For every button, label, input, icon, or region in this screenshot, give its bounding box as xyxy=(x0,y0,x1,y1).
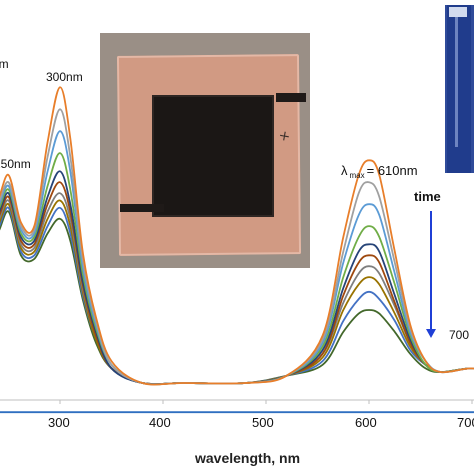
x-tick-label: 600 xyxy=(355,415,377,430)
lambda-max-annotation: λ max = 610nm xyxy=(341,163,418,180)
lambda-max-value: = 610nm xyxy=(366,163,418,178)
time-arrow-head xyxy=(426,329,436,338)
x-tick-label: 400 xyxy=(149,415,171,430)
time-arrow-layer xyxy=(426,211,436,338)
series-layer xyxy=(0,86,474,414)
peak-label-250: 250nm xyxy=(0,157,31,171)
time-arrow-label: time xyxy=(414,189,441,204)
vial-photo-inset xyxy=(445,5,474,173)
axis-layer xyxy=(0,399,474,404)
x-tick-label: 500 xyxy=(252,415,274,430)
peak-label-700: 700 xyxy=(449,328,470,342)
tape-strip-right xyxy=(276,93,306,102)
vial-cap xyxy=(449,7,467,17)
vial-glass xyxy=(447,5,471,173)
dark-film-square xyxy=(152,95,274,217)
x-axis-title: wavelength, nm xyxy=(195,450,301,466)
spectrum-series-line xyxy=(0,86,474,386)
lambda-symbol: λ xyxy=(341,163,348,178)
film-photo-inset: + xyxy=(100,33,310,268)
lambda-subscript: max xyxy=(349,171,365,180)
vial-highlight xyxy=(455,17,458,147)
x-tick-label: 300 xyxy=(48,415,70,430)
peak-label-300: 300nm xyxy=(46,70,83,84)
x-tick-label: 700 xyxy=(457,415,474,430)
tape-strip-bottom xyxy=(120,204,164,212)
peak-label-top-left: nm xyxy=(0,57,9,71)
